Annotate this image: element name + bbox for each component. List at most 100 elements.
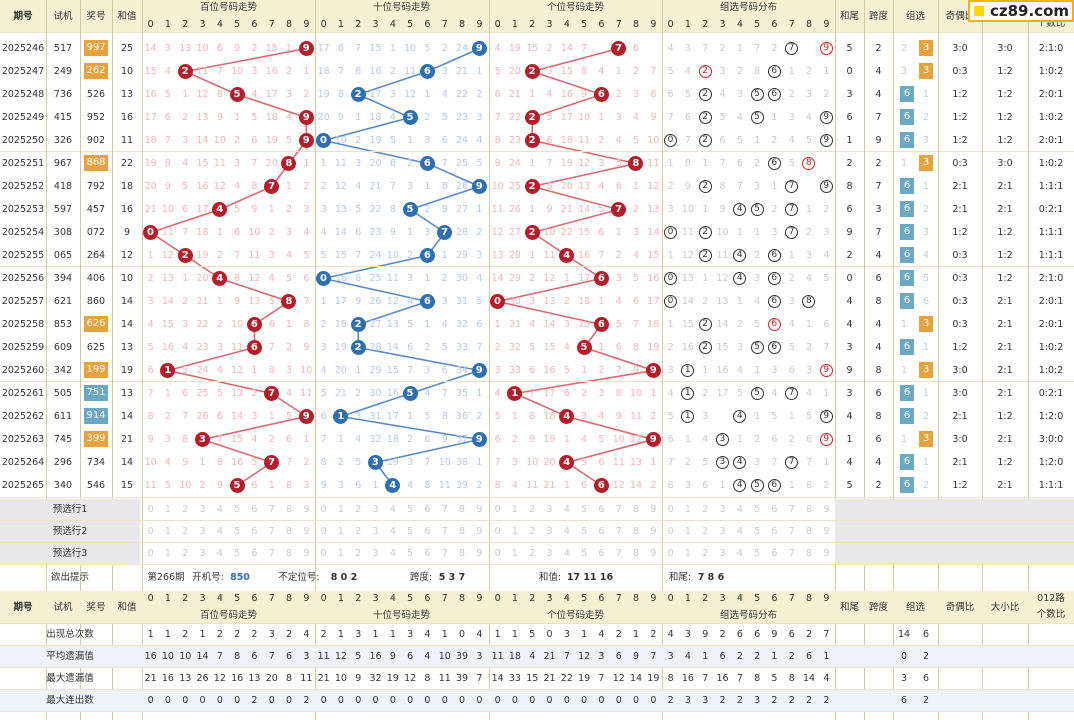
preselect-digit[interactable]: 8: [286, 548, 293, 559]
preselect-digit[interactable]: 3: [199, 548, 206, 559]
preselect-digit[interactable]: 1: [164, 548, 171, 559]
preselect-digit[interactable]: 1: [511, 548, 518, 559]
preselect-digit[interactable]: 7: [788, 548, 795, 559]
preselect-digit[interactable]: 0: [147, 526, 154, 537]
preselect-digit[interactable]: 5: [407, 504, 414, 515]
preselect-digit[interactable]: 9: [823, 548, 830, 559]
preselect-digit[interactable]: 2: [355, 526, 362, 537]
preselect-digit[interactable]: 9: [476, 526, 483, 537]
preselect-digit[interactable]: 4: [563, 526, 570, 537]
preselect-digit[interactable]: 9: [650, 526, 657, 537]
preselect-digit[interactable]: 4: [216, 548, 223, 559]
preselect-digit[interactable]: 6: [771, 548, 778, 559]
preselect-digit[interactable]: 5: [234, 504, 241, 515]
preselect-digit[interactable]: 3: [199, 504, 206, 515]
preselect-digit[interactable]: 9: [823, 504, 830, 515]
preselect-digit[interactable]: 5: [754, 526, 761, 537]
preselect-digit[interactable]: 8: [633, 526, 640, 537]
preselect-digit[interactable]: 9: [650, 548, 657, 559]
preselect-digit[interactable]: 0: [494, 526, 501, 537]
preselect-digit[interactable]: 7: [441, 548, 448, 559]
preselect-digit[interactable]: 6: [771, 526, 778, 537]
preselect-digit[interactable]: 6: [424, 504, 431, 515]
preselect-digit[interactable]: 0: [320, 504, 327, 515]
preselect-digit[interactable]: 2: [182, 526, 189, 537]
preselect-digit[interactable]: 5: [234, 526, 241, 537]
preselect-digit[interactable]: 3: [719, 548, 726, 559]
preselect-digit[interactable]: 5: [407, 526, 414, 537]
preselect-digit[interactable]: 6: [771, 504, 778, 515]
preselect-digit[interactable]: 5: [234, 548, 241, 559]
preselect-digit[interactable]: 6: [251, 548, 258, 559]
preselect-digit[interactable]: 2: [182, 504, 189, 515]
preselect-digit[interactable]: 3: [372, 548, 379, 559]
preselect-digit[interactable]: 9: [303, 548, 310, 559]
preselect-digit[interactable]: 3: [546, 504, 553, 515]
preselect-digit[interactable]: 8: [459, 504, 466, 515]
preselect-digit[interactable]: 6: [598, 548, 605, 559]
preselect-digit[interactable]: 2: [182, 548, 189, 559]
preselect-digit[interactable]: 6: [424, 526, 431, 537]
preselect-digit[interactable]: 5: [581, 526, 588, 537]
preselect-digit[interactable]: 0: [667, 548, 674, 559]
preselect-digit[interactable]: 0: [147, 548, 154, 559]
preselect-digit[interactable]: 2: [529, 526, 536, 537]
preselect-digit[interactable]: 9: [476, 504, 483, 515]
preselect-digit[interactable]: 4: [216, 504, 223, 515]
preselect-digit[interactable]: 1: [684, 548, 691, 559]
preselect-digit[interactable]: 7: [615, 526, 622, 537]
preselect-digit[interactable]: 4: [389, 526, 396, 537]
preselect-digit[interactable]: 9: [303, 526, 310, 537]
preselect-digit[interactable]: 6: [598, 526, 605, 537]
preselect-digit[interactable]: 4: [736, 504, 743, 515]
preselect-digit[interactable]: 1: [164, 504, 171, 515]
preselect-digit[interactable]: 9: [476, 548, 483, 559]
preselect-digit[interactable]: 1: [337, 526, 344, 537]
preselect-digit[interactable]: 4: [389, 548, 396, 559]
preselect-digit[interactable]: 2: [702, 548, 709, 559]
preselect-digit[interactable]: 3: [719, 504, 726, 515]
preselect-digit[interactable]: 6: [424, 548, 431, 559]
preselect-digit[interactable]: 3: [546, 548, 553, 559]
preselect-digit[interactable]: 0: [320, 548, 327, 559]
preselect-digit[interactable]: 2: [355, 504, 362, 515]
preselect-digit[interactable]: 2: [702, 526, 709, 537]
preselect-digit[interactable]: 3: [199, 526, 206, 537]
preselect-digit[interactable]: 2: [529, 504, 536, 515]
preselect-digit[interactable]: 3: [546, 526, 553, 537]
preselect-digit[interactable]: 0: [494, 504, 501, 515]
preselect-digit[interactable]: 4: [563, 548, 570, 559]
preselect-digit[interactable]: 6: [251, 526, 258, 537]
preselect-digit[interactable]: 0: [494, 548, 501, 559]
preselect-digit[interactable]: 0: [667, 504, 674, 515]
preselect-digit[interactable]: 7: [441, 526, 448, 537]
preselect-digit[interactable]: 1: [684, 504, 691, 515]
preselect-digit[interactable]: 7: [788, 526, 795, 537]
preselect-digit[interactable]: 3: [719, 526, 726, 537]
preselect-digit[interactable]: 8: [286, 504, 293, 515]
preselect-digit[interactable]: 1: [337, 504, 344, 515]
preselect-digit[interactable]: 1: [164, 526, 171, 537]
preselect-digit[interactable]: 7: [268, 504, 275, 515]
preselect-digit[interactable]: 7: [615, 504, 622, 515]
preselect-digit[interactable]: 8: [806, 526, 813, 537]
preselect-digit[interactable]: 5: [754, 504, 761, 515]
preselect-digit[interactable]: 1: [511, 504, 518, 515]
preselect-digit[interactable]: 6: [251, 504, 258, 515]
preselect-digit[interactable]: 2: [702, 504, 709, 515]
preselect-digit[interactable]: 6: [598, 504, 605, 515]
preselect-digit[interactable]: 2: [529, 548, 536, 559]
preselect-digit[interactable]: 7: [788, 504, 795, 515]
preselect-digit[interactable]: 1: [337, 548, 344, 559]
preselect-digit[interactable]: 2: [355, 548, 362, 559]
preselect-digit[interactable]: 4: [389, 504, 396, 515]
preselect-digit[interactable]: 9: [823, 526, 830, 537]
preselect-digit[interactable]: 4: [563, 504, 570, 515]
preselect-digit[interactable]: 7: [268, 526, 275, 537]
preselect-digit[interactable]: 8: [286, 526, 293, 537]
preselect-digit[interactable]: 8: [806, 504, 813, 515]
preselect-digit[interactable]: 5: [581, 504, 588, 515]
preselect-digit[interactable]: 4: [736, 548, 743, 559]
preselect-digit[interactable]: 4: [216, 526, 223, 537]
preselect-digit[interactable]: 8: [633, 548, 640, 559]
